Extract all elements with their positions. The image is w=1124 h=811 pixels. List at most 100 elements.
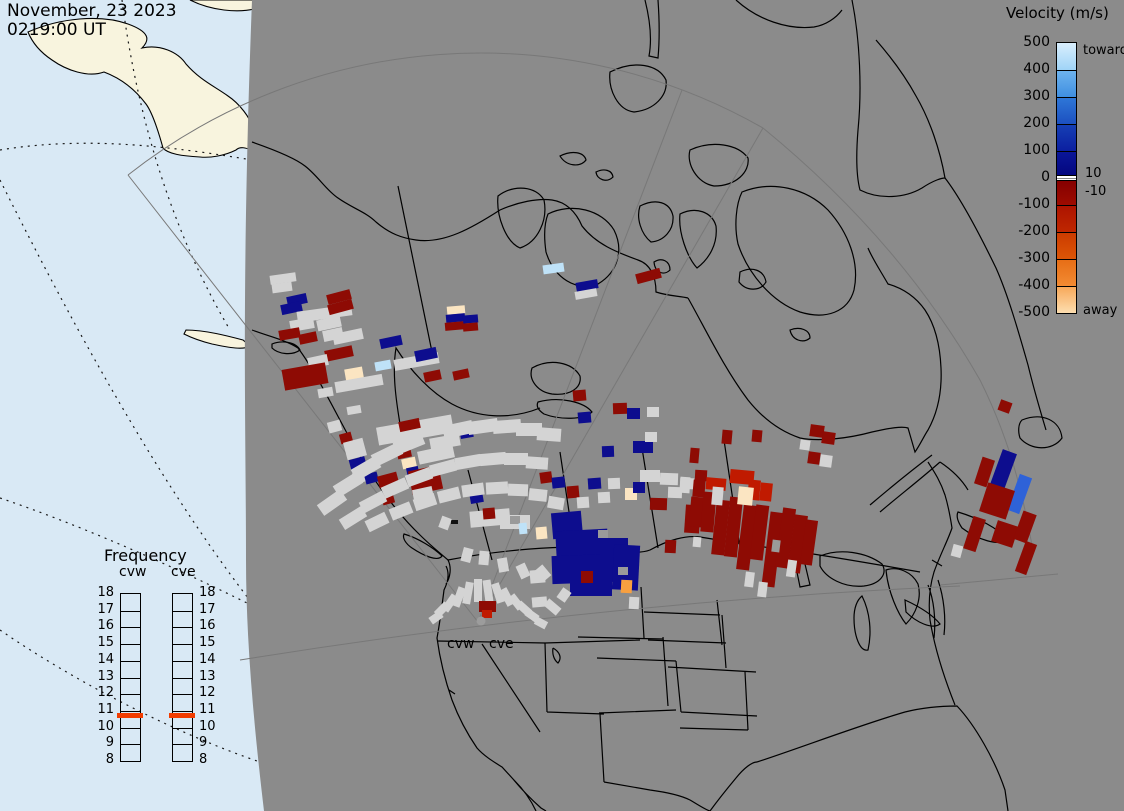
velocity-cell: [597, 491, 611, 504]
velocity-cell: [819, 454, 833, 468]
arctic-islands: [497, 0, 857, 342]
velocity-cell: [807, 451, 821, 465]
velocity-cell: [543, 598, 562, 616]
frequency-tick-label: 13: [199, 668, 216, 684]
velocity-cell: [536, 427, 562, 442]
velocity-cell: [950, 543, 964, 559]
velocity-cell: [404, 466, 434, 488]
colorbar-tick-label: 400: [1023, 61, 1050, 77]
fov-west-edge: [127, 174, 479, 623]
velocity-cell: [744, 571, 755, 588]
velocity-cell: [721, 429, 733, 445]
colorbar-tick-line: [1057, 97, 1076, 98]
velocity-cell: [729, 468, 755, 486]
velocity-cell: [570, 580, 612, 596]
colorbar-block: [1057, 259, 1076, 286]
velocity-cell: [635, 267, 662, 285]
frequency-tick-label: 11: [97, 701, 114, 717]
night-shading: [244, 0, 1124, 811]
velocity-cell: [461, 482, 485, 498]
velocity-cell: [1006, 473, 1033, 515]
velocity-cell: [633, 441, 653, 453]
velocity-cell: [785, 559, 798, 578]
velocity-cell: [749, 504, 770, 561]
upper-threshold-label: 10: [1085, 166, 1102, 181]
velocity-cell: [667, 486, 683, 499]
velocity-cell: [429, 433, 461, 451]
velocity-cell: [438, 515, 452, 531]
velocity-cell: [787, 514, 808, 574]
velocity-cell: [280, 300, 303, 316]
frequency-tick-label: 16: [199, 618, 216, 634]
timestamp: November, 23 2023 0219:00 UT: [7, 2, 177, 40]
velocity-cell: [482, 507, 496, 520]
velocity-cell: [423, 369, 442, 383]
velocity-cell: [627, 408, 640, 419]
colorbar-tick-label: -200: [1018, 223, 1050, 239]
great-lakes: [819, 551, 941, 651]
velocity-cell: [711, 486, 724, 506]
velocity-cell: [467, 417, 499, 436]
frequency-bar-tick: [121, 644, 140, 646]
frequency-tick-label: 9: [199, 735, 208, 751]
velocity-cell: [496, 557, 510, 573]
velocity-cell: [271, 281, 293, 294]
velocity-cell: [774, 507, 797, 569]
labrador-coast: [944, 177, 1047, 431]
velocity-cell: [317, 386, 334, 399]
velocity-cell: [737, 486, 754, 506]
velocity-cell: [460, 546, 474, 564]
velocity-cell: [612, 402, 628, 415]
alaska-yukon-border: [397, 185, 433, 353]
colorbar-block: [1057, 70, 1076, 97]
velocity-cell: [479, 601, 496, 612]
velocity-cell: [510, 516, 520, 524]
velocity-legend-title: Velocity (m/s): [1006, 4, 1109, 22]
magnetic-graticule: [0, 0, 261, 763]
velocity-cell: [551, 476, 566, 489]
lower-threshold-label: -10: [1085, 184, 1107, 199]
atlantic-coast: [927, 461, 956, 706]
velocity-cell: [445, 313, 466, 323]
map-radar-label-cve: cve: [489, 636, 514, 652]
frequency-bar-tick: [121, 627, 140, 629]
frequency-tick-label: 15: [199, 635, 216, 651]
velocity-cell: [581, 571, 593, 583]
frequency-tick-label: 14: [97, 651, 114, 667]
vancouver-island: [402, 533, 443, 560]
colorbar-tick-label: 500: [1023, 34, 1050, 50]
colorbar-block: [1057, 43, 1076, 70]
frequency-tick-label: 8: [199, 752, 208, 767]
colorbar-tick-label: 0: [1041, 169, 1050, 185]
toward-label: toward: [1083, 43, 1124, 58]
colorbar-tick-label: 100: [1023, 142, 1050, 158]
velocity-cell: [269, 272, 297, 285]
velocity-cell: [412, 492, 438, 512]
colorbar-tick-line: [1057, 151, 1076, 152]
frequency-tick-label: 17: [199, 601, 216, 617]
velocity-cell: [751, 429, 763, 443]
velocity-cell: [539, 471, 553, 484]
velocity-cell: [533, 616, 549, 630]
velocity-cell: [388, 501, 414, 521]
velocity-cell: [454, 453, 482, 471]
frequency-bar-tick: [121, 677, 140, 679]
velocity-cell: [534, 564, 552, 582]
velocity-cell: [1013, 510, 1037, 544]
colorbar-block: [1057, 181, 1076, 205]
velocity-cell: [979, 482, 1015, 520]
velocity-cell: [991, 520, 1019, 548]
frequency-tick-label: 13: [97, 668, 114, 684]
amundsen-island: [271, 341, 301, 355]
velocity-cell: [428, 458, 458, 478]
velocity-cell: [326, 289, 352, 305]
velocity-cell: [688, 496, 705, 528]
frequency-column-label-cve: cve: [171, 564, 196, 580]
alaska-landmass: [27, 17, 253, 158]
colorbar-tick-line: [1057, 286, 1076, 287]
frequency-bar-tick: [173, 694, 192, 696]
frequency-bar-tick: [121, 610, 140, 612]
velocity-cell: [398, 417, 421, 433]
velocity-cell: [478, 550, 490, 566]
